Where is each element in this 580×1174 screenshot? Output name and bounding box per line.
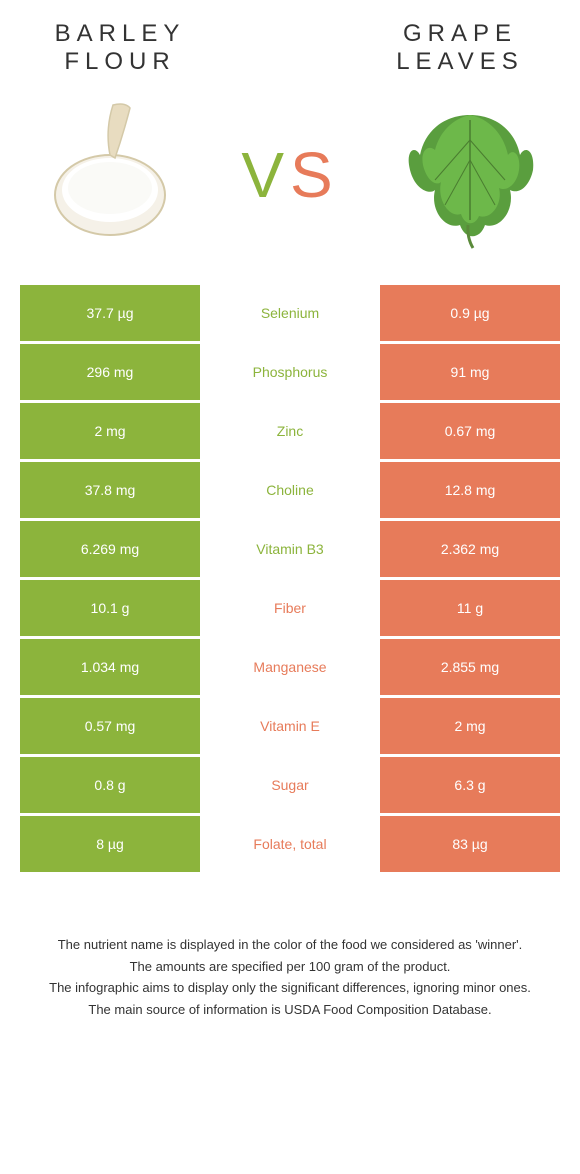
table-row: 0.57 mgVitamin E2 mg [20,698,560,754]
footnote-line: The nutrient name is displayed in the co… [40,935,540,955]
table-row: 0.8 gSugar6.3 g [20,757,560,813]
nutrient-name: Choline [200,462,380,518]
table-row: 1.034 mgManganese2.855 mg [20,639,560,695]
right-title-line1: Grape [403,20,517,47]
footnote-line: The amounts are specified per 100 gram o… [40,957,540,977]
nutrient-name: Vitamin E [200,698,380,754]
nutrient-name: Sugar [200,757,380,813]
vs-v-letter: V [241,139,290,211]
right-value: 11 g [380,580,560,636]
left-value: 37.8 mg [20,462,200,518]
right-value: 0.67 mg [380,403,560,459]
right-value: 6.3 g [380,757,560,813]
table-row: 37.8 mgCholine12.8 mg [20,462,560,518]
nutrient-name: Selenium [200,285,380,341]
comparison-table: 37.7 µgSelenium0.9 µg296 mgPhosphorus91 … [0,285,580,872]
footnote-line: The main source of information is USDA F… [40,1000,540,1020]
vs-s-letter: S [290,139,339,211]
table-row: 296 mgPhosphorus91 mg [20,344,560,400]
nutrient-name: Phosphorus [200,344,380,400]
images-row: VS [0,85,580,285]
nutrient-name: Vitamin B3 [200,521,380,577]
right-value: 2.855 mg [380,639,560,695]
nutrient-name: Folate, total [200,816,380,872]
left-title-line2: flour [64,48,175,75]
header: Barley flour Grape leaves [0,0,580,85]
footnotes: The nutrient name is displayed in the co… [0,875,580,1041]
right-title-line2: leaves [396,48,524,75]
table-row: 2 mgZinc0.67 mg [20,403,560,459]
right-title: Grape leaves [370,20,550,75]
left-title-line1: Barley [55,20,186,47]
left-value: 0.57 mg [20,698,200,754]
right-value: 12.8 mg [380,462,560,518]
left-value: 8 µg [20,816,200,872]
right-value: 91 mg [380,344,560,400]
left-value: 296 mg [20,344,200,400]
nutrient-name: Manganese [200,639,380,695]
nutrient-name: Zinc [200,403,380,459]
right-value: 0.9 µg [380,285,560,341]
table-row: 10.1 gFiber11 g [20,580,560,636]
table-row: 6.269 mgVitamin B32.362 mg [20,521,560,577]
right-value: 2.362 mg [380,521,560,577]
left-value: 10.1 g [20,580,200,636]
barley-flour-image [30,95,190,255]
right-value: 83 µg [380,816,560,872]
footnote-line: The infographic aims to display only the… [40,978,540,998]
nutrient-name: Fiber [200,580,380,636]
left-value: 1.034 mg [20,639,200,695]
left-title: Barley flour [30,20,210,75]
left-value: 6.269 mg [20,521,200,577]
left-value: 37.7 µg [20,285,200,341]
vs-label: VS [241,138,338,212]
left-value: 0.8 g [20,757,200,813]
left-value: 2 mg [20,403,200,459]
table-row: 8 µgFolate, total83 µg [20,816,560,872]
grape-leaf-image [390,95,550,255]
table-row: 37.7 µgSelenium0.9 µg [20,285,560,341]
right-value: 2 mg [380,698,560,754]
